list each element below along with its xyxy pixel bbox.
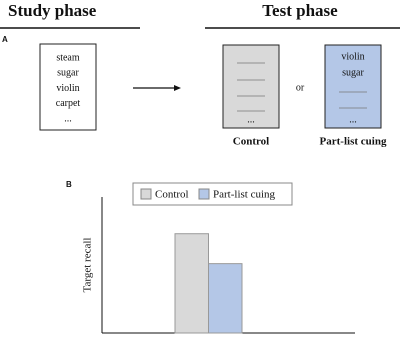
study-word: sugar <box>57 68 79 79</box>
panel-label: B <box>66 180 72 189</box>
legend-swatch <box>140 188 152 200</box>
cuing-box <box>324 44 382 129</box>
panel-label: A <box>2 35 8 44</box>
bar <box>208 263 243 334</box>
study-box <box>39 43 97 131</box>
legend-label: Control <box>155 189 189 201</box>
box-label: Part-list cuing <box>320 136 387 148</box>
y-axis-label: Target recall <box>82 238 94 293</box>
legend-swatch <box>198 188 210 200</box>
legend-label: Part-list cuing <box>213 189 276 201</box>
study-word: violin <box>56 83 79 94</box>
ellipsis: ... <box>247 114 255 125</box>
arrow-head <box>174 85 181 91</box>
study-word: carpet <box>56 98 81 109</box>
blank-lines <box>237 62 265 112</box>
study-title: Study phase <box>8 1 97 20</box>
or-text: or <box>296 82 305 93</box>
ellipsis: ... <box>349 114 357 125</box>
cue-word: sugar <box>342 67 364 78</box>
study-word: steam <box>56 52 80 63</box>
cue-word: violin <box>341 51 364 62</box>
control-box <box>222 44 280 129</box>
study-word: ... <box>64 113 72 124</box>
box-label: Control <box>233 136 269 148</box>
blank-lines <box>339 91 367 109</box>
bar <box>174 233 209 334</box>
test-title: Test phase <box>262 1 338 20</box>
legend <box>132 182 293 206</box>
